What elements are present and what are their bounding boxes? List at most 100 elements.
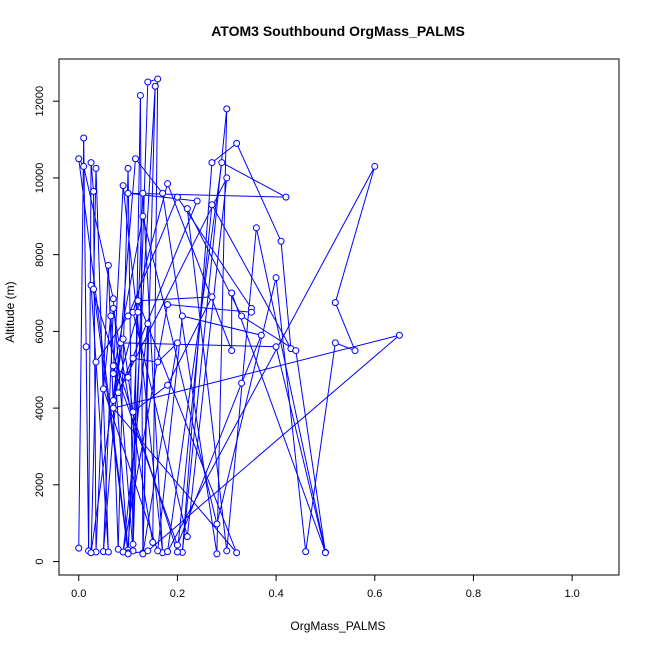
series-line-segment xyxy=(241,335,262,384)
x-tick-label: 0.6 xyxy=(367,588,382,600)
series-line-segment xyxy=(167,183,233,351)
data-point xyxy=(136,91,144,99)
series-line-segment xyxy=(135,158,164,194)
data-point xyxy=(124,550,132,558)
series-line-segment xyxy=(85,346,90,551)
data-point xyxy=(183,533,191,541)
data-point xyxy=(213,520,221,528)
data-point xyxy=(114,389,122,397)
data-point xyxy=(173,541,181,549)
x-axis: 0.0 0.2 0.4 0.6 0.8 1.0 xyxy=(71,575,580,600)
data-point xyxy=(75,155,83,163)
series-line-segment xyxy=(275,277,307,552)
series-line-segment xyxy=(132,384,168,413)
series-line-segment xyxy=(305,342,336,552)
data-point xyxy=(223,547,231,555)
series-line-segment xyxy=(186,177,228,537)
data-point xyxy=(351,347,359,355)
series-line-segment xyxy=(221,162,287,198)
data-point xyxy=(92,358,100,366)
data-point xyxy=(75,544,83,552)
data-point xyxy=(272,343,280,351)
series-line-segment xyxy=(167,296,213,386)
data-point xyxy=(292,347,300,355)
data-point xyxy=(80,134,88,142)
series-line-segment xyxy=(88,162,92,551)
series-line-segment xyxy=(112,338,124,401)
series-line-segment xyxy=(280,241,292,349)
data-point xyxy=(331,299,339,307)
data-point xyxy=(139,550,147,558)
data-point xyxy=(395,331,403,339)
series-line-segment xyxy=(137,300,238,553)
y-tick-label: 10000 xyxy=(34,163,46,194)
data-point xyxy=(107,312,115,320)
x-tick-label: 1.0 xyxy=(564,588,579,600)
data-point xyxy=(302,548,310,556)
data-point xyxy=(208,159,216,167)
data-point xyxy=(139,189,147,197)
series-line-segment xyxy=(83,138,87,347)
data-point xyxy=(193,197,201,205)
data-point xyxy=(144,320,152,328)
series-line-segment xyxy=(167,166,376,552)
y-tick-label: 4000 xyxy=(34,396,46,420)
series-line-segment xyxy=(334,302,356,351)
data-point xyxy=(238,312,246,320)
y-tick-label: 6000 xyxy=(34,319,46,343)
series-line-segment xyxy=(78,158,129,551)
data-point xyxy=(124,164,132,172)
data-point xyxy=(178,312,186,320)
data-point xyxy=(154,547,162,555)
y-tick-label: 12000 xyxy=(34,86,46,117)
data-point xyxy=(371,162,379,170)
data-point xyxy=(99,385,107,393)
data-point xyxy=(90,285,98,293)
data-point xyxy=(104,261,112,269)
series-line-segment xyxy=(186,208,228,551)
series-line-segment xyxy=(90,162,95,192)
series-line-segment xyxy=(78,138,85,549)
data-point xyxy=(154,358,162,366)
series-line-segment xyxy=(182,315,262,336)
data-point xyxy=(109,304,117,312)
series-line-segment xyxy=(142,342,178,554)
y-axis: 0 2000 4000 6000 8000 10000 12000 xyxy=(34,86,59,565)
data-point xyxy=(124,373,132,381)
x-tick-label: 0.4 xyxy=(268,588,283,600)
data-point xyxy=(252,224,260,232)
series-line-segment xyxy=(93,289,129,553)
data-point xyxy=(272,274,280,282)
series-line-segment xyxy=(128,192,198,202)
series-line-segment xyxy=(186,208,243,317)
data-point xyxy=(233,139,241,147)
data-point xyxy=(331,339,339,347)
data-point xyxy=(90,187,98,195)
series-line-segment xyxy=(113,334,400,409)
data-point xyxy=(173,193,181,201)
series-line-segment xyxy=(112,216,144,374)
series-line-segment xyxy=(132,312,188,537)
series-line-segment xyxy=(95,168,109,552)
series-line-segment xyxy=(137,296,212,302)
data-point xyxy=(144,547,152,555)
x-tick-label: 0.0 xyxy=(71,588,86,600)
series-line-segment xyxy=(231,292,326,553)
x-tick-label: 0.8 xyxy=(466,588,481,600)
series-line-segment xyxy=(127,86,156,551)
series-line-segment xyxy=(167,304,252,313)
data-point xyxy=(183,205,191,213)
data-point xyxy=(164,381,172,389)
series-line-segment xyxy=(142,193,164,553)
series-line-segment xyxy=(127,196,178,317)
data-point xyxy=(129,408,137,416)
chart-title: ATOM3 Southbound OrgMass_PALMS xyxy=(211,23,465,39)
series-line-segment xyxy=(335,342,356,352)
data-point xyxy=(154,75,162,83)
data-point xyxy=(129,354,137,362)
data-point xyxy=(173,548,181,556)
data-point xyxy=(144,78,152,86)
x-axis-label: OrgMass_PALMS xyxy=(290,619,385,633)
